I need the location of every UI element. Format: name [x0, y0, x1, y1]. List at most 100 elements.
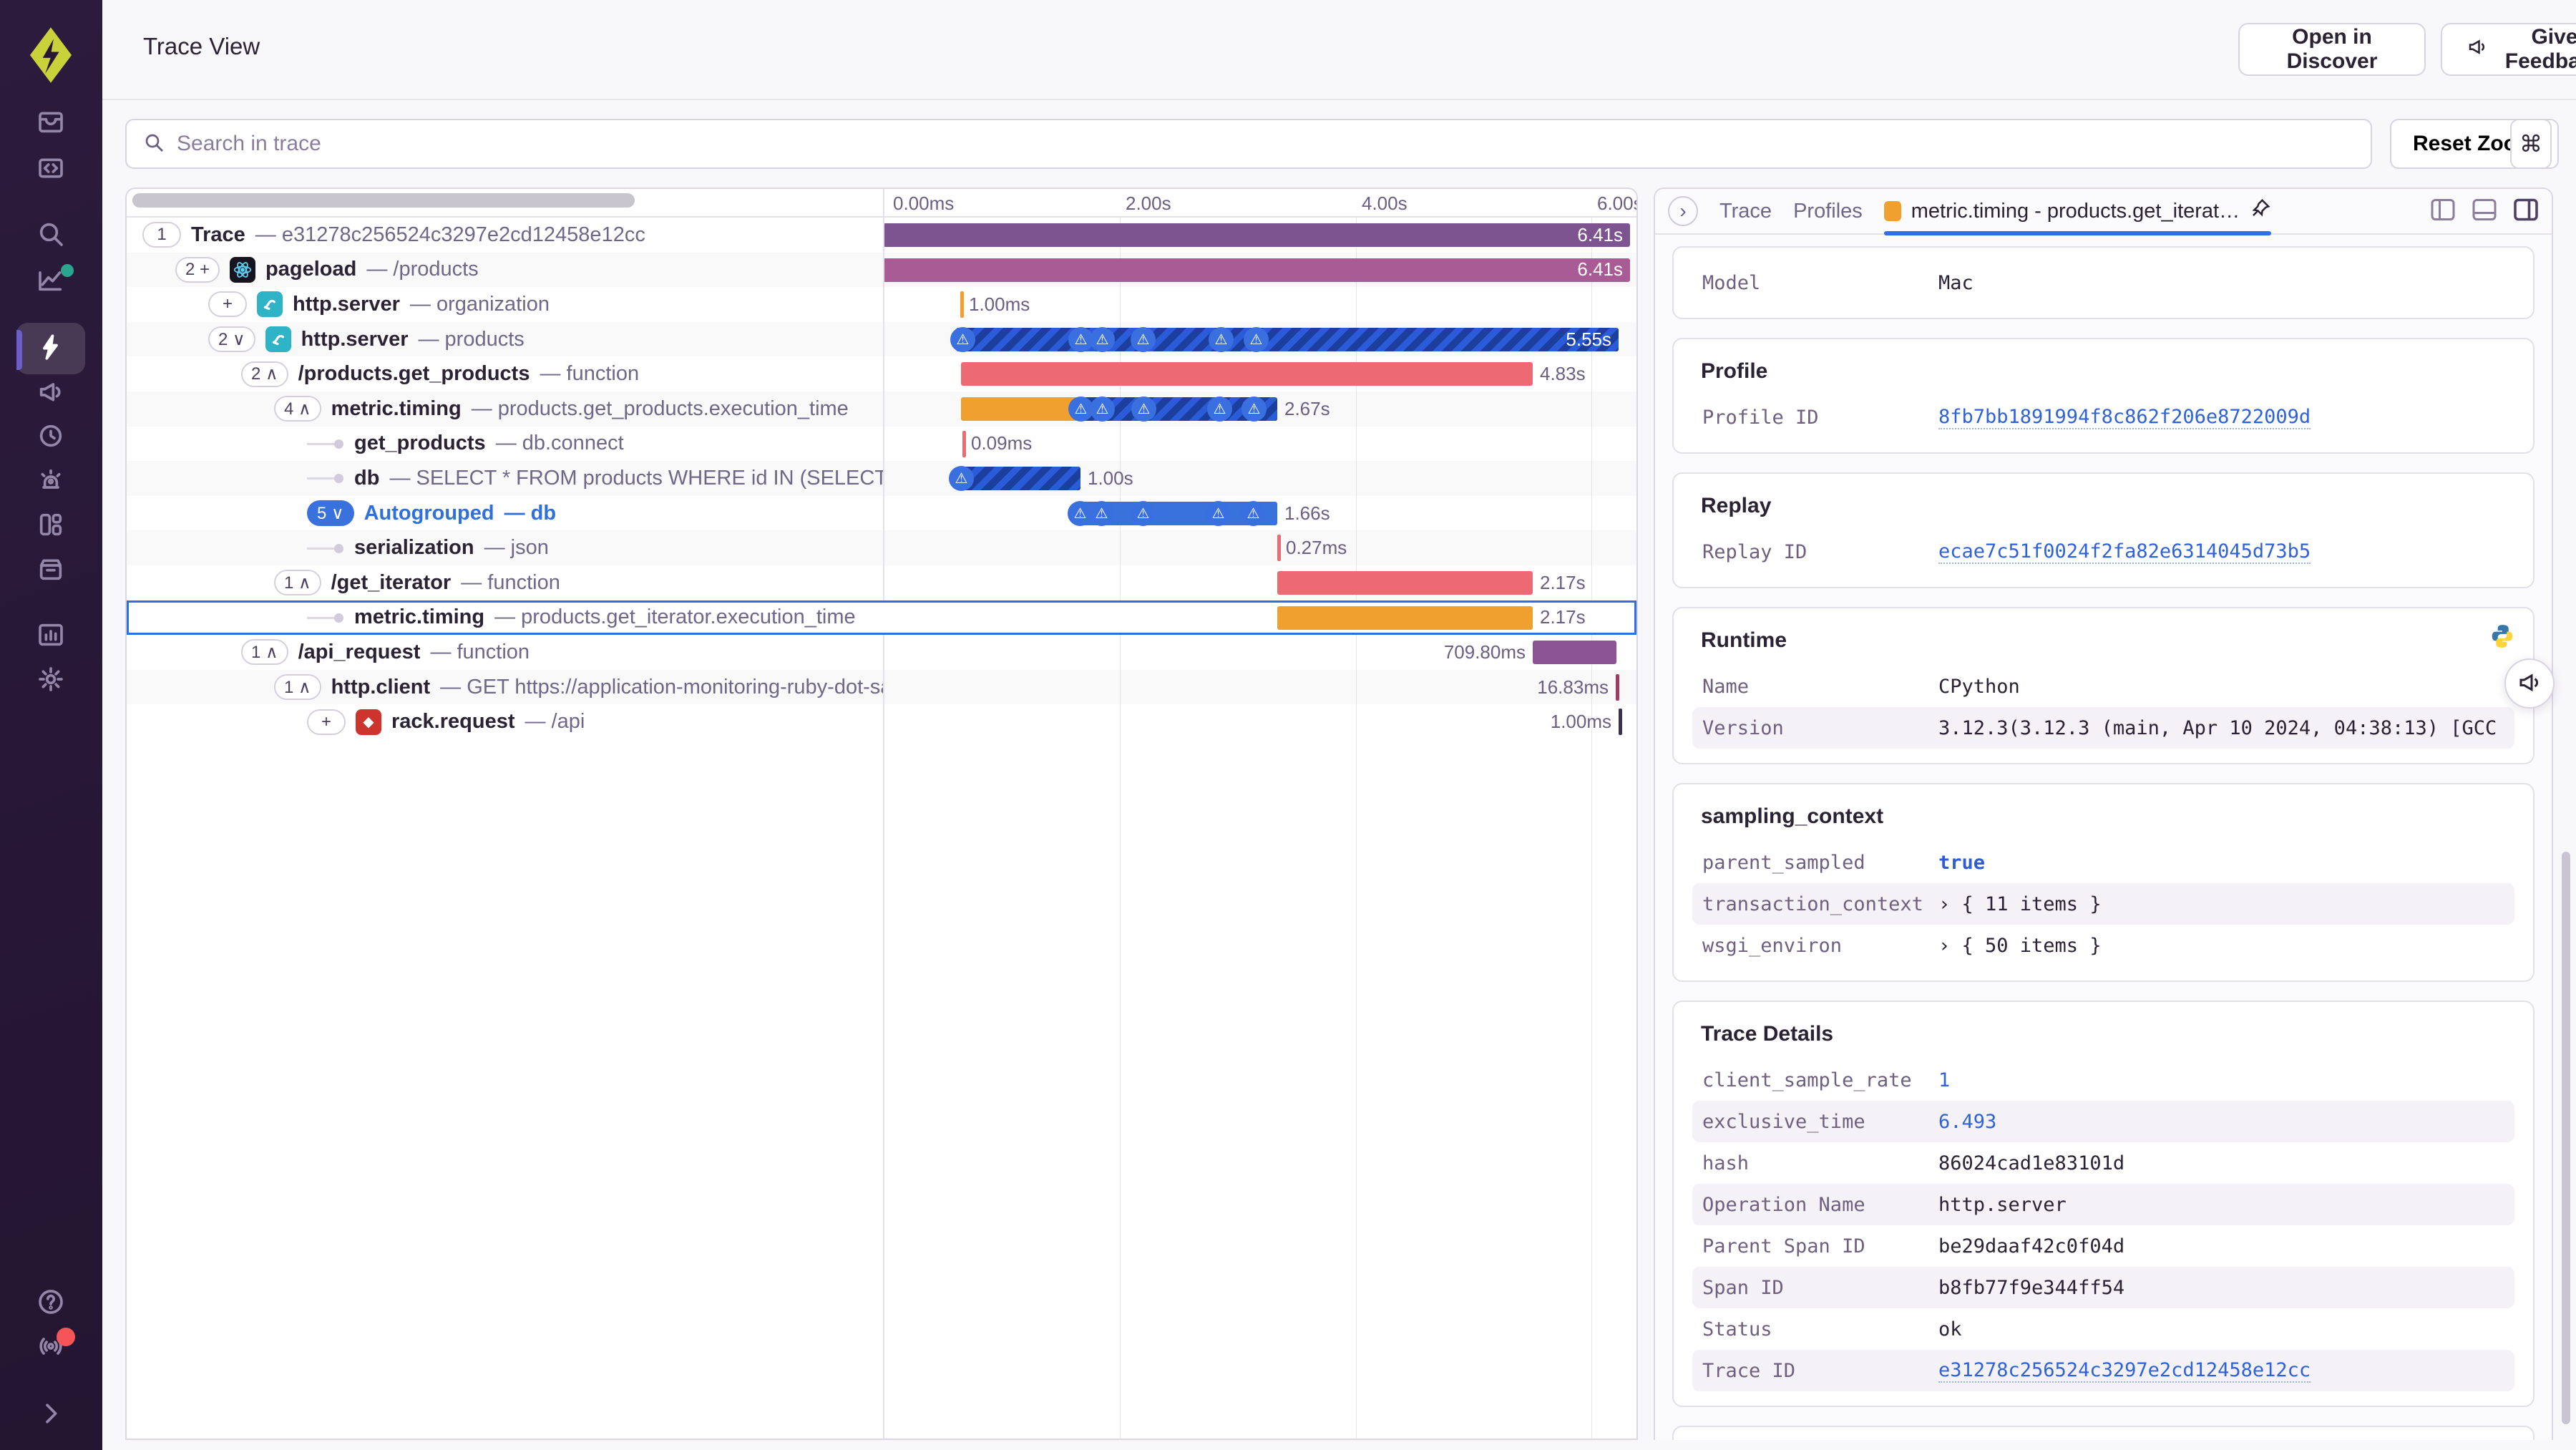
span-count-chip[interactable]: 5 ∨ [307, 500, 354, 527]
span-count-chip[interactable]: + [307, 709, 346, 735]
error-warning-icon[interactable]: ⚠ [1090, 396, 1115, 422]
tab-span-details[interactable]: metric.timing - products.get_iterat… [1883, 189, 2272, 235]
error-warning-icon[interactable]: ⚠ [949, 466, 974, 492]
span-row[interactable]: 2 + pageload — /products 6.41s [127, 252, 1636, 288]
error-warning-icon[interactable]: ⚠ [1241, 500, 1266, 526]
sidebar-item-dashboards[interactable] [16, 500, 85, 552]
span-row[interactable]: db — SELECT * FROM products WHERE id IN … [127, 461, 1636, 496]
span-row[interactable]: 1 ∧ /api_request — function 709.80ms [127, 635, 1636, 670]
sidebar-item-stats[interactable] [16, 610, 85, 662]
pin-icon[interactable] [2250, 198, 2271, 225]
open-in-discover-button[interactable]: Open in Discover [2238, 23, 2426, 76]
value[interactable]: 8fb7bb1891994f8c862f206e8722009d [1938, 405, 2311, 429]
sidebar-item-archive[interactable] [16, 545, 85, 596]
error-warning-icon[interactable]: ⚠ [1089, 500, 1114, 526]
span-row[interactable]: 2 ∧ /products.get_products — function 4.83… [127, 356, 1636, 391]
span-bar-cell[interactable]: 5.55s ⚠ ⚠ ⚠ ⚠ ⚠ ⚠ [883, 322, 1636, 357]
span-duration-tick[interactable] [962, 430, 966, 457]
floating-feedback-button[interactable] [2504, 658, 2555, 709]
span-row[interactable]: + http.server — organization 1.00ms [127, 287, 1636, 322]
value[interactable]: e31278c256524c3297e2cd12458e12cc [1938, 1358, 2311, 1383]
error-warning-icon[interactable]: ⚠ [1206, 500, 1231, 526]
span-duration-bar[interactable] [956, 327, 1619, 351]
span-count-chip[interactable]: 1 [142, 222, 181, 248]
span-duration-bar[interactable] [883, 258, 1630, 282]
span-bar-cell[interactable]: 0.27ms [883, 530, 1636, 565]
value[interactable]: true [1938, 851, 1986, 874]
span-tree-cell[interactable]: 1 ∧ /api_request — function [127, 635, 883, 670]
span-count-chip[interactable]: 2 ∨ [208, 326, 255, 353]
details-scroll-area[interactable]: Model Mac Profile Profile ID 8fb7bb1891994f8… [1655, 236, 2552, 1440]
span-duration-tick[interactable] [1616, 673, 1619, 701]
sidebar-item-feedback[interactable] [16, 367, 85, 419]
span-row[interactable]: get_products — db.connect 0.09ms [127, 427, 1636, 462]
span-bar-cell[interactable]: 16.83ms [883, 670, 1636, 705]
span-tree-cell[interactable]: 1 ∧ http.client — GET https://application… [127, 670, 883, 705]
minimap-scrollbar[interactable] [132, 193, 635, 208]
span-count-chip[interactable]: + [208, 291, 247, 318]
span-row[interactable]: 4 ∧ metric.timing — products.get_products… [127, 391, 1636, 427]
span-count-chip[interactable]: 4 ∧ [274, 396, 321, 422]
span-tree-cell[interactable]: 4 ∧ metric.timing — products.get_products… [127, 391, 883, 427]
span-bar-cell[interactable]: 1.00s ⚠ [883, 461, 1636, 496]
span-tree-cell[interactable]: 2 ∨ http.server — products [127, 322, 883, 357]
error-warning-icon[interactable]: ⚠ [1207, 396, 1232, 422]
span-duration-bar[interactable] [957, 467, 1080, 491]
span-bar-cell[interactable]: 0.09ms [883, 427, 1636, 462]
give-feedback-button[interactable]: Give Feedback [2441, 23, 2576, 76]
span-duration-bar[interactable] [961, 396, 1078, 421]
span-duration-bar[interactable] [883, 223, 1630, 247]
span-bar-cell[interactable]: 2.17s [883, 565, 1636, 600]
span-tree-cell[interactable]: get_products — db.connect [127, 427, 883, 462]
span-bar-cell[interactable]: 2.67s ⚠ ⚠ ⚠ ⚠ ⚠ [883, 391, 1636, 427]
span-tree-cell[interactable]: metric.timing — products.get_iterator.ex… [127, 600, 883, 636]
error-warning-icon[interactable]: ⚠ [1068, 326, 1093, 352]
span-bar-cell[interactable]: 6.41s [883, 253, 1636, 288]
span-tree-cell[interactable]: db — SELECT * FROM products WHERE id IN … [127, 461, 883, 496]
sidebar-item-projects[interactable] [16, 144, 85, 195]
span-tree-cell[interactable]: + ◆ rack.request — /api [127, 704, 883, 739]
span-count-chip[interactable]: 1 ∧ [241, 639, 288, 666]
span-duration-bar[interactable] [961, 362, 1533, 386]
sidebar-item-performance[interactable] [16, 323, 85, 374]
error-warning-icon[interactable]: ⚠ [1068, 396, 1093, 422]
span-row[interactable]: 1 Trace — e31278c256524c3297e2cd12458e12c… [127, 218, 1636, 253]
layout-left-icon[interactable] [2430, 198, 2456, 225]
tree-canvas-divider[interactable] [883, 189, 884, 1439]
span-duration-bar[interactable] [1533, 641, 1616, 665]
span-tree-cell[interactable]: 1 ∧ /get_iterator — function [127, 565, 883, 600]
span-row[interactable]: + ◆ rack.request — /api 1.00ms [127, 704, 1636, 739]
span-row-selected[interactable]: metric.timing — products.get_iterator.ex… [127, 600, 1636, 636]
error-warning-icon[interactable]: ⚠ [950, 326, 975, 352]
error-warning-icon[interactable]: ⚠ [1090, 326, 1115, 352]
sidebar-item-settings[interactable] [16, 655, 85, 706]
shortcut-button[interactable]: ⌘ [2510, 119, 2552, 169]
span-bar-cell[interactable]: 6.41s [883, 218, 1636, 253]
span-tree-cell[interactable]: serialization — json [127, 530, 883, 565]
error-warning-icon[interactable]: ⚠ [1209, 326, 1234, 352]
span-row[interactable]: 2 ∨ http.server — products 5.55s ⚠ ⚠ ⚠ ⚠ ⚠ ⚠ [127, 321, 1636, 357]
sidebar-item-alerts[interactable] [16, 456, 85, 507]
span-bar-cell[interactable]: 2.17s [883, 600, 1636, 636]
span-row[interactable]: 1 ∧ /get_iterator — function 2.17s [127, 565, 1636, 600]
tab-trace[interactable]: Trace [1719, 199, 1772, 223]
sidebar-item-issues[interactable] [16, 97, 85, 149]
value[interactable]: 1 [1938, 1069, 1951, 1091]
span-row[interactable]: 5 ∨ Autogrouped — db 1.66s ⚠ ⚠ ⚠ ⚠ ⚠ [127, 496, 1636, 531]
collapse-panel-icon[interactable]: › [1668, 196, 1698, 226]
span-row[interactable]: serialization — json 0.27ms [127, 530, 1636, 565]
value[interactable]: ecae7c51f0024f2fa82e6314045d73b5 [1938, 540, 2311, 564]
sentry-logo-icon[interactable] [20, 23, 82, 87]
layout-right-icon[interactable] [2513, 198, 2539, 225]
span-tree-cell[interactable]: 5 ∨ Autogrouped — db [127, 496, 883, 531]
span-tree-cell[interactable]: 2 + pageload — /products [127, 253, 883, 288]
span-tree-cell[interactable]: 1 Trace — e31278c256524c3297e2cd12458e12c… [127, 218, 883, 253]
sidebar-item-releases[interactable] [16, 412, 85, 463]
span-tree-cell[interactable]: 2 ∧ /products.get_products — function [127, 356, 883, 391]
span-duration-bar[interactable] [1277, 570, 1533, 595]
panel-scrollbar[interactable] [2562, 852, 2570, 1424]
tab-profiles[interactable]: Profiles [1793, 199, 1863, 223]
span-duration-bar[interactable] [1277, 605, 1533, 630]
layout-bottom-icon[interactable] [2472, 198, 2497, 225]
span-duration-tick[interactable] [1619, 709, 1622, 736]
